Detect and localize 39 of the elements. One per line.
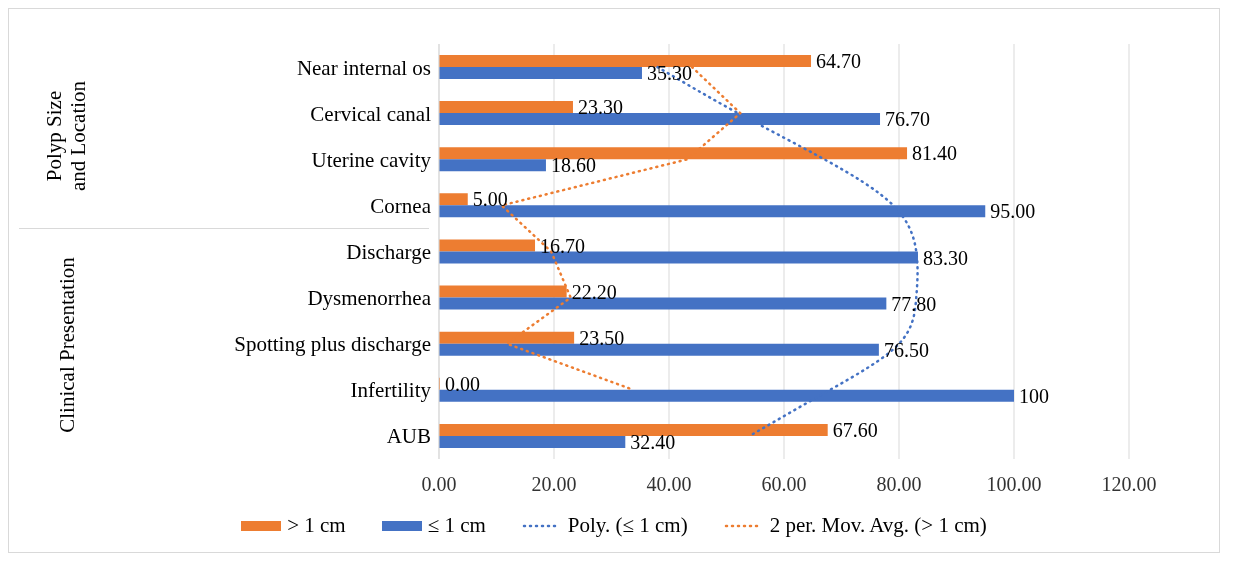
y-tick-label: Cornea <box>370 193 432 218</box>
data-label: 23.50 <box>579 326 625 349</box>
data-label: 77.80 <box>891 292 937 315</box>
y-tick-label: Uterine cavity <box>311 147 432 172</box>
data-label: 76.70 <box>885 108 931 131</box>
legend-label: ≤ 1 cm <box>427 513 486 538</box>
x-tick-label: 100.00 <box>986 473 1042 496</box>
data-label: 95.00 <box>990 200 1036 223</box>
data-label: 76.50 <box>883 338 929 361</box>
data-label: 100 <box>1019 384 1049 407</box>
data-label: 0.00 <box>445 372 480 395</box>
x-tick-label: 80.00 <box>876 473 922 496</box>
x-tick-label: 40.00 <box>646 473 692 496</box>
text: Polyp Size and Location <box>42 81 91 192</box>
data-label: 64.70 <box>816 50 862 73</box>
data-label: 32.40 <box>630 430 676 453</box>
y-tick-label: Infertility <box>350 378 432 403</box>
y-tick-label: Discharge <box>346 239 431 264</box>
data-label: 83.30 <box>922 246 968 269</box>
data-label: 81.40 <box>912 142 958 165</box>
data-label: 5.00 <box>472 188 508 211</box>
y-tick-label: Spotting plus discharge <box>234 332 431 357</box>
legend-label: > 1 cm <box>287 513 346 538</box>
data-label: 22.20 <box>571 280 617 303</box>
y-tick-label: Dysmenorrhea <box>307 286 432 311</box>
text: Clinical Presentation <box>54 256 79 433</box>
y-tick-label: AUB <box>386 424 431 449</box>
y-tick-label: Near internal os <box>296 55 431 80</box>
x-tick-label: 20.00 <box>531 473 577 496</box>
x-tick-label: 120.00 <box>1101 473 1157 496</box>
data-label: 18.60 <box>550 154 596 177</box>
data-label: 67.60 <box>832 418 878 441</box>
legend-label: Poly. (≤ 1 cm) <box>567 513 688 538</box>
y-tick-label: Cervical canal <box>310 101 432 126</box>
data-label: 23.30 <box>577 96 623 119</box>
data-label: 16.70 <box>540 234 586 257</box>
legend-label: 2 per. Mov. Avg. (> 1 cm) <box>769 513 987 538</box>
x-tick-label: 60.00 <box>761 473 807 496</box>
x-tick-label: 0.00 <box>421 473 457 496</box>
